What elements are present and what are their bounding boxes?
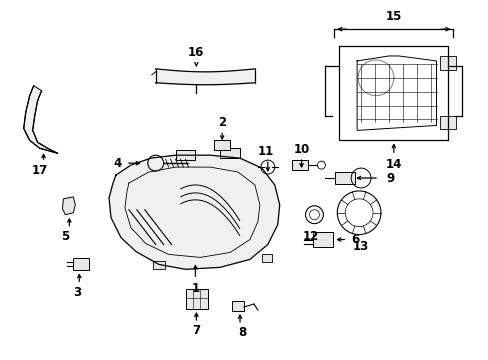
FancyBboxPatch shape (440, 116, 455, 129)
Text: 6: 6 (350, 233, 359, 246)
FancyBboxPatch shape (175, 150, 195, 160)
Text: 9: 9 (386, 171, 394, 185)
Text: 10: 10 (293, 143, 309, 156)
FancyBboxPatch shape (440, 56, 455, 70)
FancyBboxPatch shape (152, 261, 164, 269)
Text: 16: 16 (188, 46, 204, 59)
Text: 2: 2 (218, 116, 226, 129)
FancyBboxPatch shape (335, 172, 354, 184)
FancyBboxPatch shape (73, 258, 89, 270)
FancyBboxPatch shape (313, 231, 333, 247)
Polygon shape (24, 86, 57, 153)
Text: 7: 7 (192, 324, 200, 337)
FancyBboxPatch shape (186, 289, 208, 309)
Text: 4: 4 (114, 157, 122, 170)
Text: 14: 14 (385, 158, 401, 171)
Text: 15: 15 (385, 10, 401, 23)
Text: 1: 1 (191, 282, 199, 294)
Text: 17: 17 (31, 163, 48, 176)
Text: 11: 11 (257, 145, 273, 158)
Text: 12: 12 (302, 230, 318, 243)
Text: 3: 3 (73, 285, 81, 299)
FancyBboxPatch shape (220, 148, 240, 158)
Text: 8: 8 (237, 326, 245, 339)
Text: 5: 5 (61, 230, 69, 243)
Polygon shape (62, 197, 75, 215)
FancyBboxPatch shape (291, 160, 307, 170)
Polygon shape (109, 155, 279, 269)
FancyBboxPatch shape (232, 301, 244, 311)
Text: 13: 13 (352, 240, 368, 253)
FancyBboxPatch shape (214, 140, 230, 150)
FancyBboxPatch shape (262, 255, 271, 262)
